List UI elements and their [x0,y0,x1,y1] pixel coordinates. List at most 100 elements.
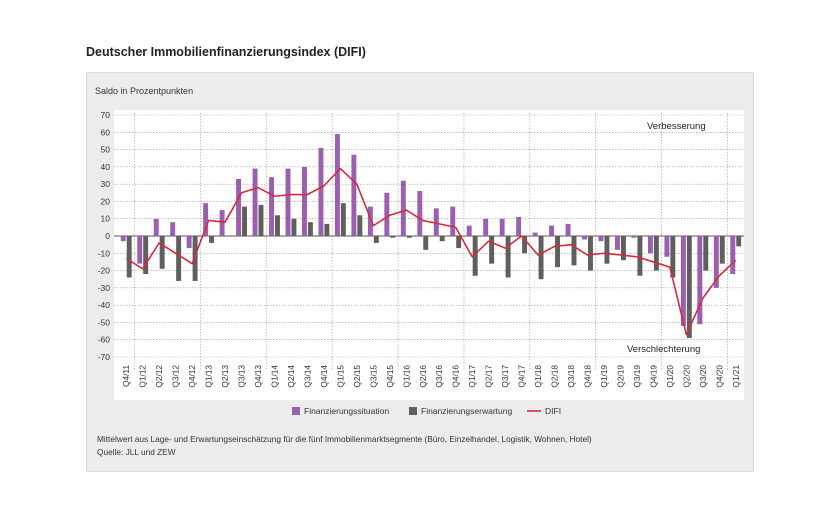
bar-finanzierungserwartung [340,203,346,236]
difi-line-path [125,167,737,336]
x-tick-label: Q3/17 [500,365,510,388]
bar-finanzierungssituation [186,236,192,249]
x-tick-label: Q2/20 [681,365,691,388]
x-tick-label: Q2/19 [615,365,625,388]
x-tick-label: Q3/20 [698,365,708,388]
y-tick-label: -40 [98,300,111,310]
y-axis-label: Saldo in Prozentpunkten [95,86,193,96]
bar-finanzierungssituation [170,222,176,236]
bar-finanzierungserwartung [439,236,445,242]
y-tick-label: -70 [98,352,111,362]
x-tick-label: Q3/18 [566,365,576,388]
bar-finanzierungssituation [697,236,703,325]
bar-finanzierungserwartung [192,236,198,281]
bar-finanzierungssituation [334,134,340,236]
x-tick-label: Q2/13 [220,365,230,388]
bar-finanzierungssituation [433,208,439,236]
bar-finanzierungserwartung [538,236,544,280]
y-tick-labels: 70 60 50 40 30 20 10 0 -10 -20 -30 -40 -50 -60 -70 [98,110,111,362]
annotation-verschlechterung: Verschlechterung [627,344,700,355]
bar-finanzierungserwartung [489,236,495,264]
page-title: Deutscher Immobilienfinanzierungsindex (… [86,45,366,59]
x-tick-label: Q3/15 [368,365,378,388]
bar-finanzierungserwartung [604,236,610,264]
bar-finanzierungssituation [647,236,653,254]
x-tick-label: Q4/12 [187,365,197,388]
bar-finanzierungserwartung [126,236,132,278]
y-tick-label: -10 [98,248,111,258]
bar-finanzierungserwartung [686,236,692,338]
annotation-verbesserung: Verbesserung [647,121,706,132]
gridlines [114,113,744,371]
x-tick-label: Q4/17 [517,365,527,388]
bar-finanzierungserwartung [390,236,396,238]
bar-finanzierungssituation [615,236,620,250]
y-tick-label: -30 [98,283,111,293]
y-tick-label: 30 [101,179,111,189]
bar-finanzierungserwartung [472,236,478,276]
bar-finanzierungssituation [499,218,505,236]
bar-finanzierungssituation [450,206,456,236]
bar-finanzierungserwartung [703,236,709,271]
y-tick-label: 60 [101,127,111,137]
bar-finanzierungserwartung [242,206,247,236]
x-tick-label: Q4/20 [714,365,724,388]
bar-finanzierungserwartung [423,236,429,250]
bar-finanzierungserwartung [406,236,412,238]
x-tick-label: Q1/13 [204,365,214,388]
x-tick-label: Q2/12 [154,365,164,388]
bar-finanzierungssituation [137,236,143,264]
bar-finanzierungssituation [631,236,637,238]
bar-finanzierungserwartung [456,236,462,249]
legend-swatch-finanzierungssituation [292,407,300,415]
bar-finanzierungssituation [516,216,522,236]
chart-panel: Saldo in Prozentpunkten 70 60 50 40 30 20 10 0 -… [86,72,754,472]
y-tick-label: 10 [101,214,111,224]
bar-finanzierungserwartung [159,236,165,269]
bar-finanzierungssituation [153,218,159,236]
bar-finanzierungssituation [285,168,291,236]
x-tick-label: Q2/18 [550,365,560,388]
bar-finanzierungserwartung [719,236,725,264]
legend: Finanzierungssituation Finanzierungserwar… [292,406,561,416]
bar-finanzierungserwartung [637,236,643,276]
bar-finanzierungssituation [565,223,571,236]
bar-finanzierungssituation [598,236,604,242]
x-tick-label: Q1/19 [599,365,609,388]
bar-finanzierungserwartung [307,222,313,236]
y-tick-label: 20 [101,196,111,206]
x-tick-label: Q3/16 [434,365,444,388]
x-tick-label: Q2/17 [484,365,494,388]
x-tick-label: Q4/14 [319,365,329,388]
bar-finanzierungserwartung [258,204,264,236]
legend-label-difi: DIFI [545,406,561,416]
difi-line [125,167,737,336]
bar-finanzierungserwartung [275,215,280,236]
bar-finanzierungserwartung [143,236,149,275]
bar-finanzierungserwartung [225,236,231,237]
bar-finanzierungssituation [269,177,274,236]
x-tick-label: Q1/21 [731,365,741,388]
x-tick-label: Q1/17 [467,365,477,388]
bar-finanzierungssituation [417,191,423,236]
y-tick-label: 50 [101,145,111,155]
bar-finanzierungssituation [351,154,357,236]
x-tick-label: Q1/14 [270,365,280,388]
y-tick-label: -60 [98,335,111,345]
bar-finanzierungssituation [120,236,126,242]
bar-finanzierungserwartung [555,236,560,268]
bar-finanzierungssituation [318,147,324,236]
x-tick-label: Q1/16 [401,365,411,388]
x-tick-label: Q3/13 [237,365,247,388]
x-tick-label: Q1/15 [335,365,345,388]
bar-finanzierungssituation [532,232,538,236]
bar-finanzierungssituation [680,236,686,326]
x-tick-label: Q4/18 [583,365,593,388]
bar-finanzierungserwartung [373,236,379,243]
x-tick-label: Q3/19 [632,365,642,388]
x-tick-label: Q4/15 [385,365,395,388]
source-note: Quelle: JLL und ZEW [97,447,176,457]
bar-finanzierungserwartung [209,236,215,243]
x-tick-label: Q4/13 [253,365,263,388]
bar-finanzierungssituation [236,178,242,236]
